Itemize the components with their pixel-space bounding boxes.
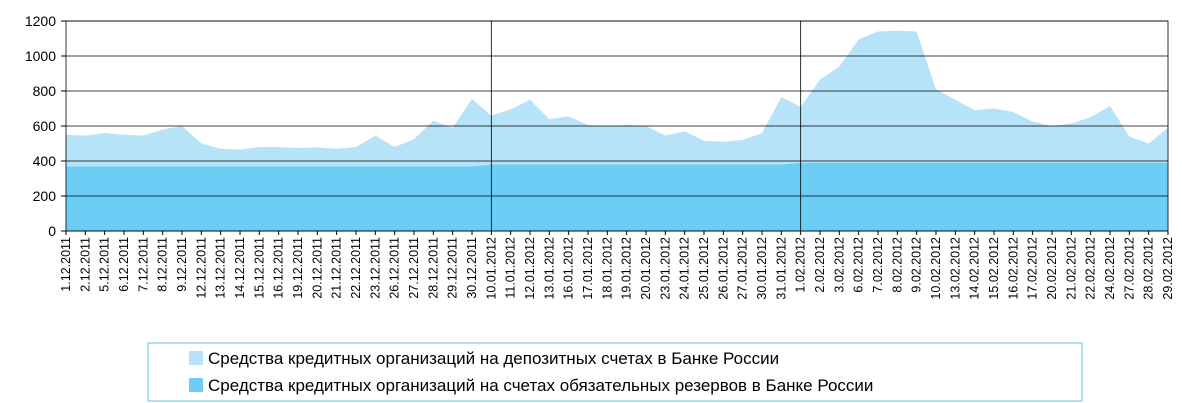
x-tick-label: 20.12.2011: [310, 237, 324, 299]
x-tick-label: 17.01.2012: [581, 237, 595, 300]
x-tick-label: 7.12.2011: [136, 237, 150, 292]
x-tick-label: 20.02.2012: [1045, 237, 1059, 300]
x-tick-label: 26.01.2012: [716, 237, 730, 300]
x-tick-label: 22.12.2011: [349, 237, 363, 299]
x-tick-label: 12.01.2012: [523, 237, 537, 300]
x-tick-label: 31.01.2012: [774, 237, 788, 300]
x-tick-label: 10.02.2012: [929, 237, 943, 300]
x-tick-label: 27.01.2012: [736, 237, 750, 300]
x-tick-label: 16.12.2011: [272, 237, 286, 299]
x-tick-label: 25.01.2012: [697, 237, 711, 300]
x-tick-label: 6.12.2011: [117, 237, 131, 292]
x-tick-label: 10.01.2012: [484, 237, 498, 300]
area: [66, 162, 1168, 231]
x-tick-label: 17.02.2012: [1026, 237, 1040, 300]
y-tick-label: 1000: [25, 48, 56, 64]
x-tick-label: 28.12.2011: [426, 237, 440, 299]
legend-swatch: [189, 351, 203, 365]
legend-label: Средства кредитных организаций на депози…: [208, 349, 779, 368]
x-tick-label: 19.01.2012: [620, 237, 634, 300]
x-tick-label: 12.12.2011: [194, 237, 208, 299]
x-tick-label: 22.02.2012: [1084, 237, 1098, 300]
y-tick-label: 800: [33, 83, 57, 99]
x-tick-label: 13.01.2012: [542, 237, 556, 300]
x-tick-label: 1.12.2011: [59, 237, 73, 292]
x-tick-label: 14.02.2012: [968, 237, 982, 300]
x-tick-label: 8.02.2012: [890, 237, 904, 293]
x-tick-label: 13.02.2012: [948, 237, 962, 300]
x-tick-label: 28.02.2012: [1142, 237, 1156, 300]
x-tick-label: 29.02.2012: [1161, 237, 1175, 300]
x-tick-label: 23.12.2011: [368, 237, 382, 299]
y-tick-label: 1200: [25, 13, 56, 29]
x-tick-label: 30.12.2011: [465, 237, 479, 299]
x-tick-label: 6.02.2012: [852, 237, 866, 293]
x-tick-label: 29.12.2011: [446, 237, 460, 299]
y-tick-label: 600: [33, 118, 57, 134]
x-tick-label: 21.02.2012: [1064, 237, 1078, 300]
x-tick-label: 30.01.2012: [755, 237, 769, 300]
x-tick-label: 23.01.2012: [658, 237, 672, 300]
x-tick-label: 2.12.2011: [78, 237, 92, 292]
x-tick-label: 27.12.2011: [407, 237, 421, 299]
x-tick-label: 18.01.2012: [600, 237, 614, 300]
x-tick-label: 21.12.2011: [330, 237, 344, 299]
x-tick-label: 7.02.2012: [871, 237, 885, 293]
x-tick-label: 20.01.2012: [639, 237, 653, 300]
x-tick-label: 5.12.2011: [98, 237, 112, 292]
plot-frame: [65, 20, 1169, 232]
y-tick-label: 0: [48, 223, 56, 239]
x-tick-label: 9.02.2012: [910, 237, 924, 293]
legend-swatch: [189, 378, 203, 392]
x-tick-label: 27.02.2012: [1122, 237, 1136, 300]
x-tick-label: 9.12.2011: [175, 237, 189, 292]
x-tick-label: 26.12.2011: [388, 237, 402, 299]
x-tick-label: 15.02.2012: [987, 237, 1001, 300]
x-tick-label: 3.02.2012: [832, 237, 846, 293]
x-tick-label: 16.01.2012: [562, 237, 576, 300]
x-tick-label: 2.02.2012: [813, 237, 827, 293]
x-tick-label: 13.12.2011: [214, 237, 228, 299]
y-tick-label: 400: [33, 153, 57, 169]
x-tick-label: 24.01.2012: [678, 237, 692, 300]
x-tick-label: 11.01.2012: [504, 237, 518, 299]
x-tick-label: 19.12.2011: [291, 237, 305, 299]
x-tick-label: 16.02.2012: [1006, 237, 1020, 300]
x-tick-label: 8.12.2011: [156, 237, 170, 292]
x-tick-label: 24.02.2012: [1103, 237, 1117, 300]
area: [66, 30, 1168, 167]
x-tick-label: 14.12.2011: [233, 237, 247, 299]
legend-label: Средства кредитных организаций на счетах…: [208, 376, 873, 395]
x-tick-label: 15.12.2011: [252, 237, 266, 299]
y-tick-label: 200: [33, 188, 57, 204]
legend-box: [147, 342, 1083, 402]
x-tick-label: 1.02.2012: [794, 237, 808, 293]
